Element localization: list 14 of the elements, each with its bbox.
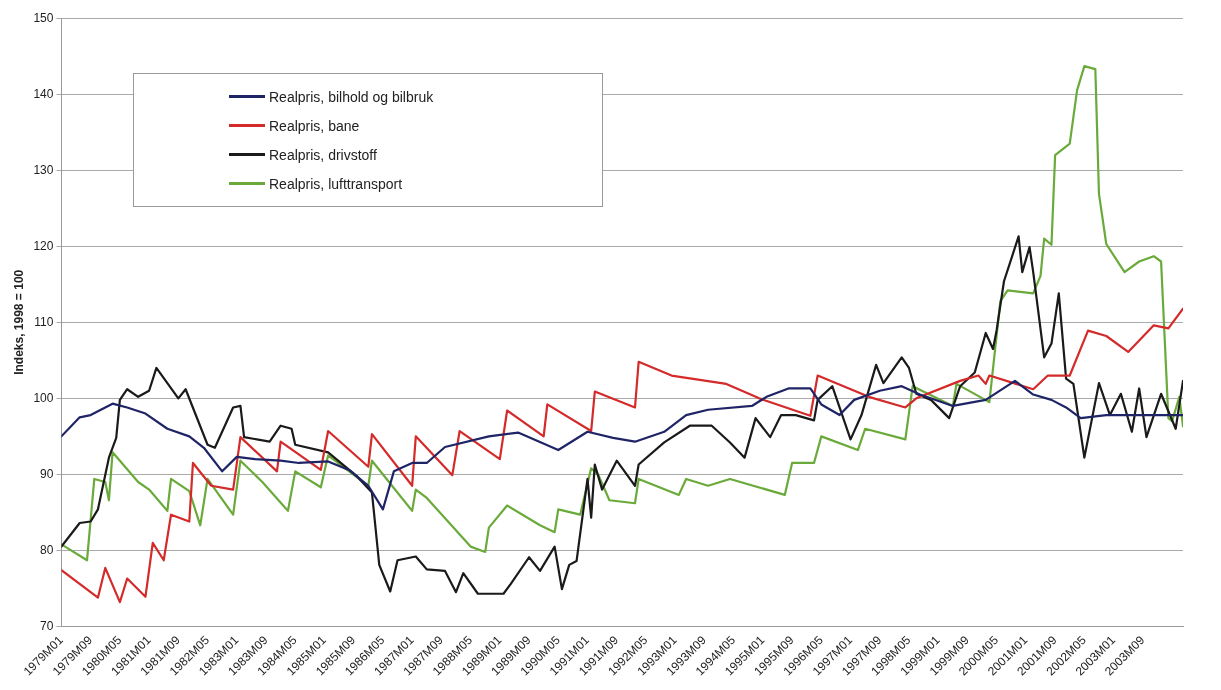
y-tick-label: 80 bbox=[40, 542, 54, 557]
y-tick-label: 150 bbox=[33, 10, 54, 25]
legend-label: Realpris, bane bbox=[269, 117, 360, 134]
y-tick-label: 110 bbox=[34, 314, 54, 329]
y-tick-label: 130 bbox=[33, 162, 54, 177]
y-tick-label: 120 bbox=[33, 238, 54, 253]
legend-label: Realpris, bilhold og bilbruk bbox=[269, 88, 434, 105]
y-tick-label: 70 bbox=[40, 618, 54, 633]
y-axis-title: Indeks, 1998 = 100 bbox=[11, 269, 26, 375]
legend-label: Realpris, lufttransport bbox=[269, 175, 403, 192]
y-tick-label: 140 bbox=[33, 86, 54, 101]
y-tick-label: 90 bbox=[40, 466, 54, 481]
legend-label: Realpris, drivstoff bbox=[269, 146, 377, 163]
y-tick-label: 100 bbox=[33, 390, 54, 405]
